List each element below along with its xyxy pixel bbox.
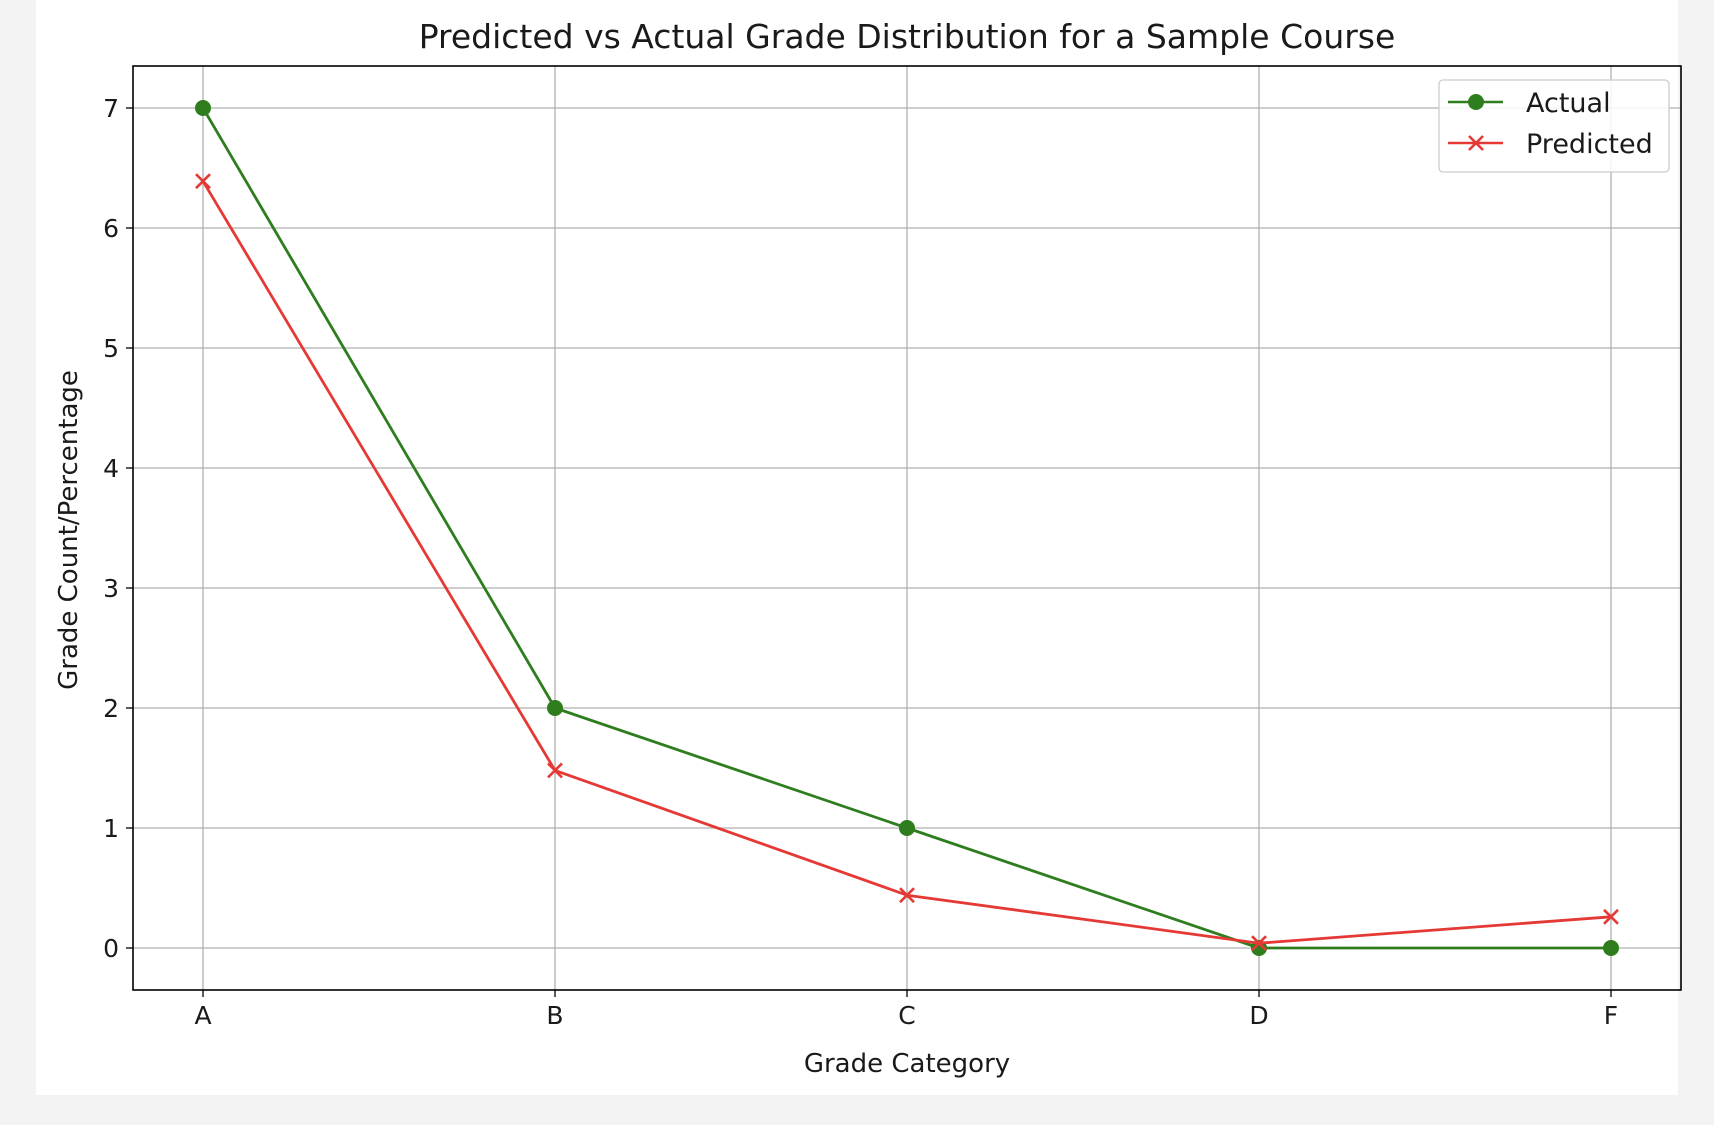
chart-title: Predicted vs Actual Grade Distribution f… xyxy=(419,17,1396,56)
x-tick-label: C xyxy=(898,1001,915,1030)
y-tick-label: 6 xyxy=(103,214,119,243)
data-point-predicted xyxy=(547,762,563,779)
legend-label-actual: Actual xyxy=(1526,88,1611,119)
legend-label-predicted: Predicted xyxy=(1526,129,1653,160)
data-point-actual xyxy=(195,100,211,116)
data-point-actual xyxy=(1603,940,1619,956)
legend-marker-actual xyxy=(1468,94,1484,110)
x-tick-label: D xyxy=(1249,1001,1268,1030)
y-tick-label: 4 xyxy=(103,454,119,483)
data-point-predicted xyxy=(899,887,915,904)
data-point-predicted xyxy=(1251,935,1267,952)
legend-marker-predicted xyxy=(1468,135,1484,151)
x-tick-label: F xyxy=(1604,1001,1618,1030)
plot-area-frame xyxy=(132,65,1682,991)
legend: Actual Predicted xyxy=(1438,79,1670,173)
y-axis-label: Grade Count/Percentage xyxy=(54,370,84,690)
y-tick-label: 7 xyxy=(103,94,119,123)
x-tick-label: B xyxy=(546,1001,563,1030)
x-axis-label: Grade Category xyxy=(804,1049,1010,1079)
y-tick-label: 2 xyxy=(103,694,119,723)
y-tick-label: 3 xyxy=(103,574,119,603)
data-point-actual xyxy=(899,820,915,836)
data-point-predicted xyxy=(195,173,211,190)
axis-ticks: 0 1 2 3 4 5 6 7 A B C D F xyxy=(103,94,1618,1030)
series-lines xyxy=(195,100,1619,956)
y-tick-label: 5 xyxy=(103,334,119,363)
y-tick-label: 0 xyxy=(103,934,119,963)
y-tick-label: 1 xyxy=(103,814,119,843)
data-point-predicted xyxy=(1603,908,1619,925)
x-tick-label: A xyxy=(194,1001,211,1030)
figure-background xyxy=(36,0,1678,1095)
data-point-actual xyxy=(547,700,563,716)
